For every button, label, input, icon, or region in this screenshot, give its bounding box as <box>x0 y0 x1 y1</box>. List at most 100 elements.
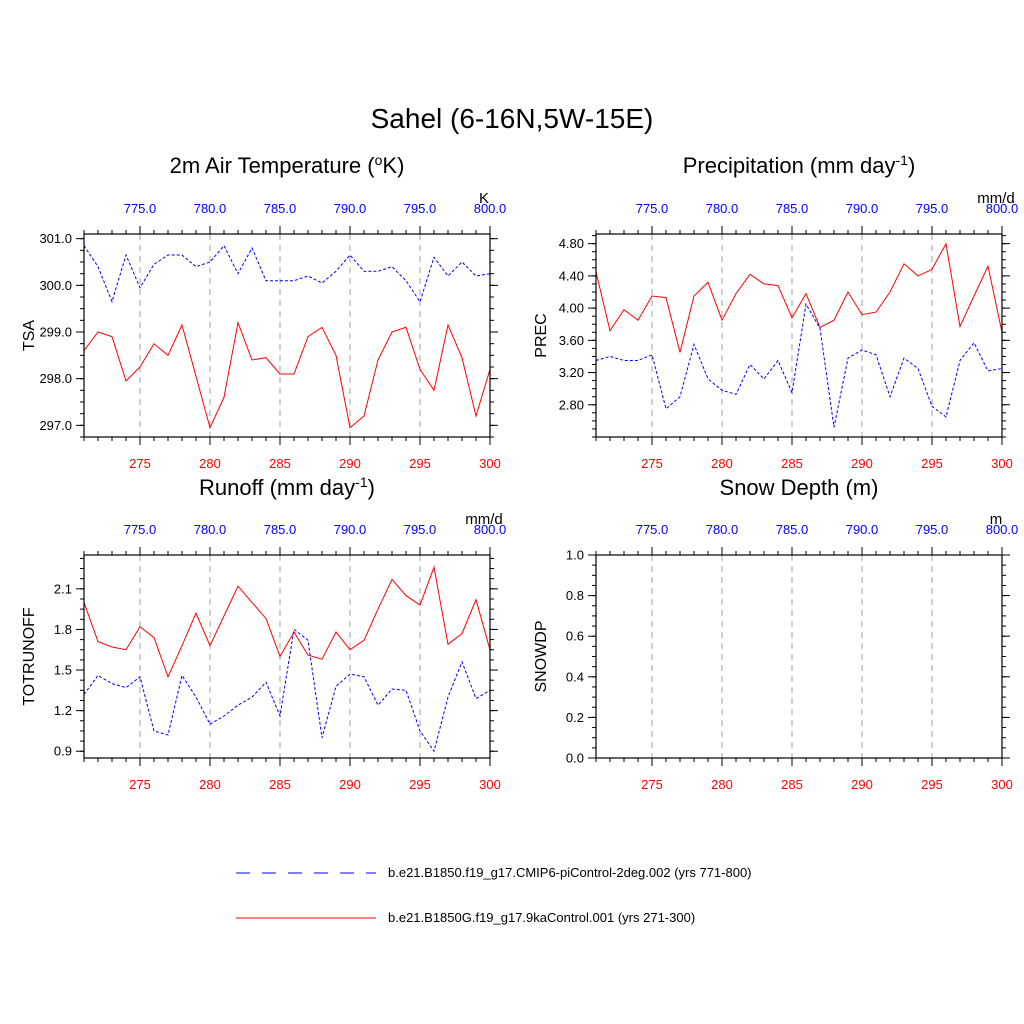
x2-tick-label: 790.0 <box>334 201 367 216</box>
units-label: K <box>479 190 489 207</box>
y-tick-label: 2.1 <box>54 581 72 596</box>
y-tick-label: 2.80 <box>559 397 584 412</box>
panel-title-close: ) <box>368 475 375 500</box>
x-tick-label: 275 <box>129 777 151 792</box>
y-tick-label: 297.0 <box>39 418 72 433</box>
x-tick-label: 285 <box>781 777 803 792</box>
x2-tick-label: 800.0 <box>986 201 1019 216</box>
x-tick-label: 300 <box>991 777 1013 792</box>
plot-frame <box>83 554 491 759</box>
plot-frame <box>595 554 1003 759</box>
panel-title-unit: K) <box>382 153 404 178</box>
panel-snowdp: Snow Depth (m) m 275 775.0 280 780.0 285 785.0 2… <box>533 475 1018 792</box>
x2-tick-label: 800.0 <box>474 201 507 216</box>
y-tick-label: 1.8 <box>54 622 72 637</box>
x-tick-label: 290 <box>851 777 873 792</box>
y-axis-label: TSA <box>21 320 38 351</box>
y-tick-label: 1.0 <box>566 548 584 563</box>
y-tick-label: 3.20 <box>559 365 584 380</box>
y-tick-label: 300.0 <box>39 278 72 293</box>
x-tick-label: 300 <box>991 456 1013 471</box>
x-tick-label: 295 <box>921 456 943 471</box>
panel-tsa: 2m Air Temperature (oK) K 275 775.0 280 780.0… <box>21 152 506 471</box>
x2-tick-label: 780.0 <box>706 522 739 537</box>
x-tick-label: 280 <box>199 777 221 792</box>
y-tick-label: 4.00 <box>559 301 584 316</box>
x2-tick-label: 775.0 <box>124 522 157 537</box>
y-tick-label: 301.0 <box>39 231 72 246</box>
x2-tick-label: 780.0 <box>706 201 739 216</box>
x-tick-label: 290 <box>339 456 361 471</box>
panel-prec: Precipitation (mm day-1) mm/d 275 775.0 280 7… <box>533 152 1018 471</box>
units-label: mm/d <box>465 511 503 528</box>
legend-label-picontrol: b.e21.B1850.f19_g17.CMIP6-piControl-2deg… <box>388 865 752 880</box>
x-tick-label: 280 <box>199 456 221 471</box>
x-tick-label: 300 <box>479 777 501 792</box>
panel-title-close: ) <box>908 153 915 178</box>
panel-title: 2m Air Temperature (oK) <box>170 152 405 178</box>
x2-tick-label: 785.0 <box>264 201 297 216</box>
panel-title: Runoff (mm day-1) <box>199 474 375 500</box>
x-tick-label: 280 <box>711 456 733 471</box>
x-tick-label: 295 <box>409 456 431 471</box>
x2-tick-label: 775.0 <box>124 201 157 216</box>
series-line-picontrol <box>83 244 491 304</box>
x-tick-label: 290 <box>339 777 361 792</box>
series-line-picontrol <box>83 628 491 753</box>
series-line-control <box>83 565 491 679</box>
x2-tick-label: 775.0 <box>636 522 669 537</box>
y-tick-label: 1.5 <box>54 663 72 678</box>
plot-frame <box>595 233 1003 438</box>
panel-title-text: Runoff (mm day <box>199 475 355 500</box>
y-tick-label: 0.8 <box>566 588 584 603</box>
x-tick-label: 285 <box>269 777 291 792</box>
panel-title-text: Precipitation (mm day <box>683 153 896 178</box>
x-tick-label: 275 <box>641 777 663 792</box>
units-label: mm/d <box>977 190 1015 207</box>
x-tick-label: 285 <box>781 456 803 471</box>
x-tick-label: 275 <box>641 456 663 471</box>
y-tick-label: 0.2 <box>566 710 584 725</box>
x2-tick-label: 785.0 <box>776 201 809 216</box>
panel-title: Precipitation (mm day-1) <box>683 152 916 178</box>
y-tick-label: 0.9 <box>54 744 72 759</box>
x2-tick-label: 790.0 <box>846 522 879 537</box>
x-tick-label: 300 <box>479 456 501 471</box>
x2-tick-label: 795.0 <box>404 522 437 537</box>
x2-tick-label: 795.0 <box>404 201 437 216</box>
y-tick-label: 4.80 <box>559 236 584 251</box>
panel-title-superscript: -1 <box>895 152 908 168</box>
y-tick-label: 0.0 <box>566 751 584 766</box>
x2-tick-label: 785.0 <box>264 522 297 537</box>
y-tick-label: 3.60 <box>559 333 584 348</box>
series-line-control <box>83 320 491 430</box>
y-axis-label: SNOWDP <box>533 621 550 693</box>
panel-title-text: 2m Air Temperature ( <box>170 153 376 178</box>
x-tick-label: 280 <box>711 777 733 792</box>
series-line-picontrol <box>595 302 1003 428</box>
y-tick-label: 0.6 <box>566 629 584 644</box>
panel-title: Snow Depth (m) <box>720 475 879 500</box>
panel-totrunoff: Runoff (mm day-1) mm/d 275 775.0 280 780.0 285… <box>21 474 506 792</box>
x2-tick-label: 785.0 <box>776 522 809 537</box>
plot-frame <box>83 233 491 438</box>
x2-tick-label: 790.0 <box>334 522 367 537</box>
x2-tick-label: 790.0 <box>846 201 879 216</box>
x2-tick-label: 780.0 <box>194 522 227 537</box>
x-tick-label: 275 <box>129 456 151 471</box>
legend-label-control: b.e21.B1850G.f19_g17.9kaControl.001 (yrs… <box>388 910 695 925</box>
series-line-control <box>595 242 1003 353</box>
y-axis-label: PREC <box>533 313 550 357</box>
y-tick-label: 0.4 <box>566 669 584 684</box>
x2-tick-label: 775.0 <box>636 201 669 216</box>
x-tick-label: 295 <box>921 777 943 792</box>
x-tick-label: 295 <box>409 777 431 792</box>
y-tick-label: 299.0 <box>39 325 72 340</box>
panel-title-superscript: -1 <box>355 474 368 490</box>
x2-tick-label: 800.0 <box>986 522 1019 537</box>
x2-tick-label: 800.0 <box>474 522 507 537</box>
x2-tick-label: 780.0 <box>194 201 227 216</box>
y-tick-label: 1.2 <box>54 703 72 718</box>
x2-tick-label: 795.0 <box>916 522 949 537</box>
y-tick-label: 4.40 <box>559 268 584 283</box>
